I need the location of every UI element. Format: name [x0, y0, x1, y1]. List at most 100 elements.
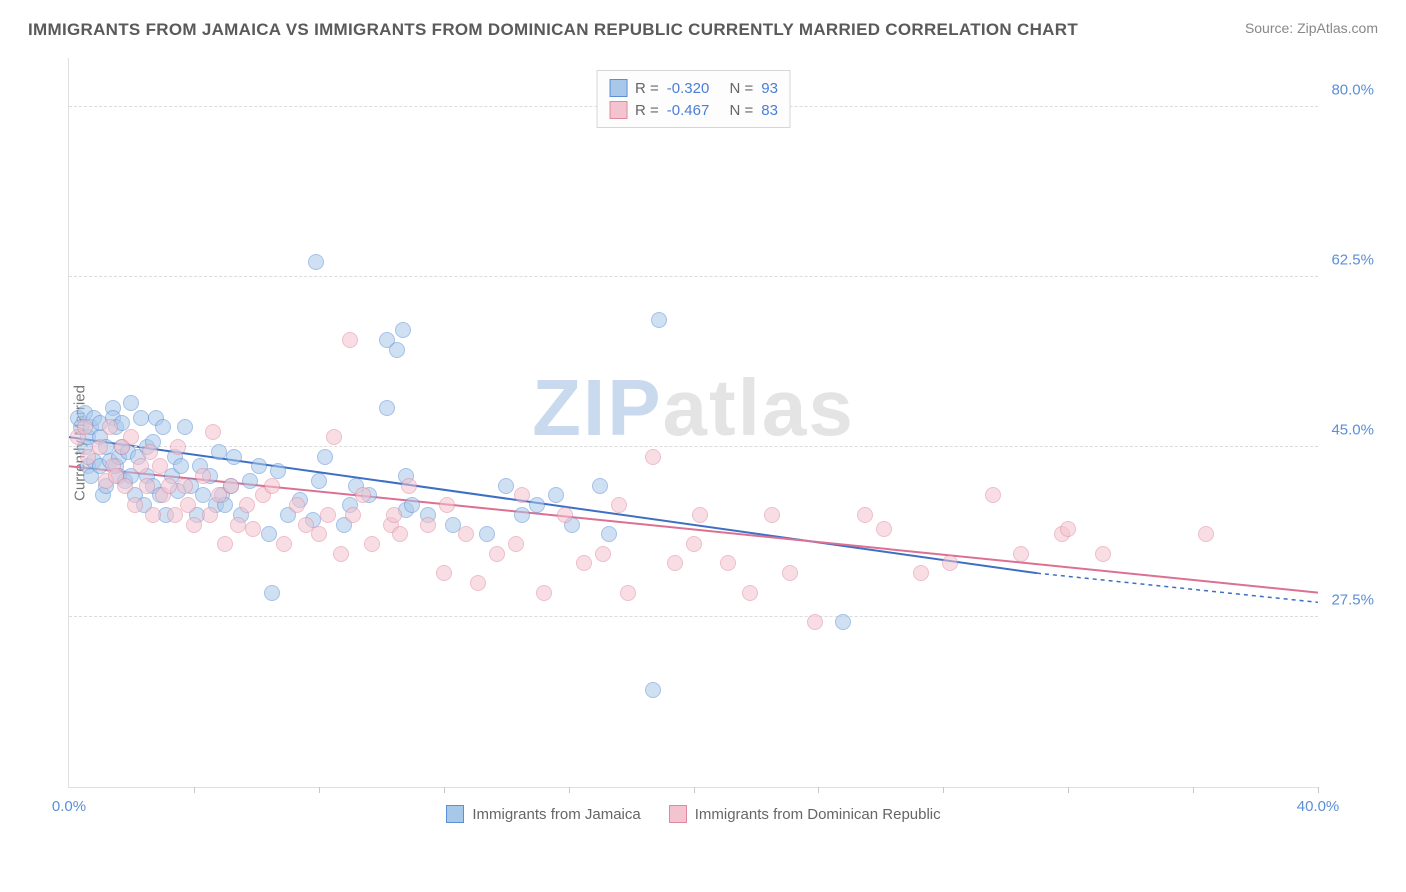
data-point — [1060, 521, 1076, 537]
data-point — [320, 507, 336, 523]
gridline — [69, 446, 1318, 447]
data-point — [317, 449, 333, 465]
data-point — [364, 536, 380, 552]
data-point — [1013, 546, 1029, 562]
data-point — [479, 526, 495, 542]
data-point — [764, 507, 780, 523]
n-value-jamaica: 93 — [761, 80, 778, 97]
data-point — [1198, 526, 1214, 542]
data-point — [230, 517, 246, 533]
data-point — [389, 342, 405, 358]
data-point — [420, 517, 436, 533]
data-point — [333, 546, 349, 562]
legend-item-dominican: Immigrants from Dominican Republic — [669, 805, 941, 823]
data-point — [807, 614, 823, 630]
data-point — [133, 458, 149, 474]
n-label: N = — [730, 80, 754, 97]
data-point — [835, 614, 851, 630]
data-point — [379, 400, 395, 416]
data-point — [439, 497, 455, 513]
data-point — [251, 458, 267, 474]
data-point — [123, 395, 139, 411]
data-point — [595, 546, 611, 562]
source-label: Source: — [1245, 20, 1293, 36]
data-point — [529, 497, 545, 513]
swatch-jamaica — [446, 805, 464, 823]
data-point — [536, 585, 552, 601]
plot-area: ZIPatlas R = -0.320 N = 93 R = -0.467 N … — [68, 58, 1318, 788]
y-tick-label: 80.0% — [1331, 81, 1374, 98]
data-point — [1095, 546, 1111, 562]
n-value-dominican: 83 — [761, 102, 778, 119]
watermark: ZIPatlas — [532, 362, 855, 454]
data-point — [276, 536, 292, 552]
stats-row-dominican: R = -0.467 N = 83 — [609, 99, 778, 121]
data-point — [942, 555, 958, 571]
swatch-jamaica — [609, 79, 627, 97]
watermark-prefix: ZIP — [532, 363, 662, 452]
swatch-dominican — [609, 101, 627, 119]
data-point — [239, 497, 255, 513]
data-point — [392, 526, 408, 542]
data-point — [782, 565, 798, 581]
data-point — [576, 555, 592, 571]
y-tick-label: 45.0% — [1331, 421, 1374, 438]
data-point — [345, 507, 361, 523]
stats-legend: R = -0.320 N = 93 R = -0.467 N = 83 — [596, 70, 791, 128]
source-link[interactable]: ZipAtlas.com — [1297, 20, 1378, 36]
data-point — [557, 507, 573, 523]
data-point — [386, 507, 402, 523]
data-point — [92, 439, 108, 455]
trend-lines — [69, 58, 1318, 787]
data-point — [742, 585, 758, 601]
gridline — [69, 616, 1318, 617]
data-point — [177, 419, 193, 435]
data-point — [913, 565, 929, 581]
r-label: R = — [635, 80, 659, 97]
data-point — [139, 478, 155, 494]
data-point — [152, 458, 168, 474]
n-label: N = — [730, 102, 754, 119]
data-point — [308, 254, 324, 270]
data-point — [195, 468, 211, 484]
data-point — [458, 526, 474, 542]
data-point — [264, 478, 280, 494]
data-point — [489, 546, 505, 562]
data-point — [223, 478, 239, 494]
data-point — [226, 449, 242, 465]
data-point — [436, 565, 452, 581]
data-point — [242, 473, 258, 489]
data-point — [261, 526, 277, 542]
data-point — [514, 487, 530, 503]
data-point — [857, 507, 873, 523]
r-value-dominican: -0.467 — [667, 102, 710, 119]
data-point — [508, 536, 524, 552]
data-point — [123, 429, 139, 445]
data-point — [173, 458, 189, 474]
r-label: R = — [635, 102, 659, 119]
data-point — [270, 463, 286, 479]
data-point — [692, 507, 708, 523]
data-point — [311, 526, 327, 542]
data-point — [548, 487, 564, 503]
data-point — [177, 478, 193, 494]
data-point — [264, 585, 280, 601]
data-point — [205, 424, 221, 440]
data-point — [667, 555, 683, 571]
data-point — [514, 507, 530, 523]
data-point — [170, 439, 186, 455]
data-point — [180, 497, 196, 513]
data-point — [217, 536, 233, 552]
chart-container: IMMIGRANTS FROM JAMAICA VS IMMIGRANTS FR… — [0, 0, 1406, 892]
watermark-suffix: atlas — [663, 363, 855, 452]
y-tick-label: 62.5% — [1331, 251, 1374, 268]
data-point — [145, 507, 161, 523]
data-point — [470, 575, 486, 591]
chart-title: IMMIGRANTS FROM JAMAICA VS IMMIGRANTS FR… — [28, 20, 1078, 40]
data-point — [404, 497, 420, 513]
data-point — [117, 478, 133, 494]
data-point — [686, 536, 702, 552]
data-point — [876, 521, 892, 537]
stats-row-jamaica: R = -0.320 N = 93 — [609, 77, 778, 99]
data-point — [77, 419, 93, 435]
